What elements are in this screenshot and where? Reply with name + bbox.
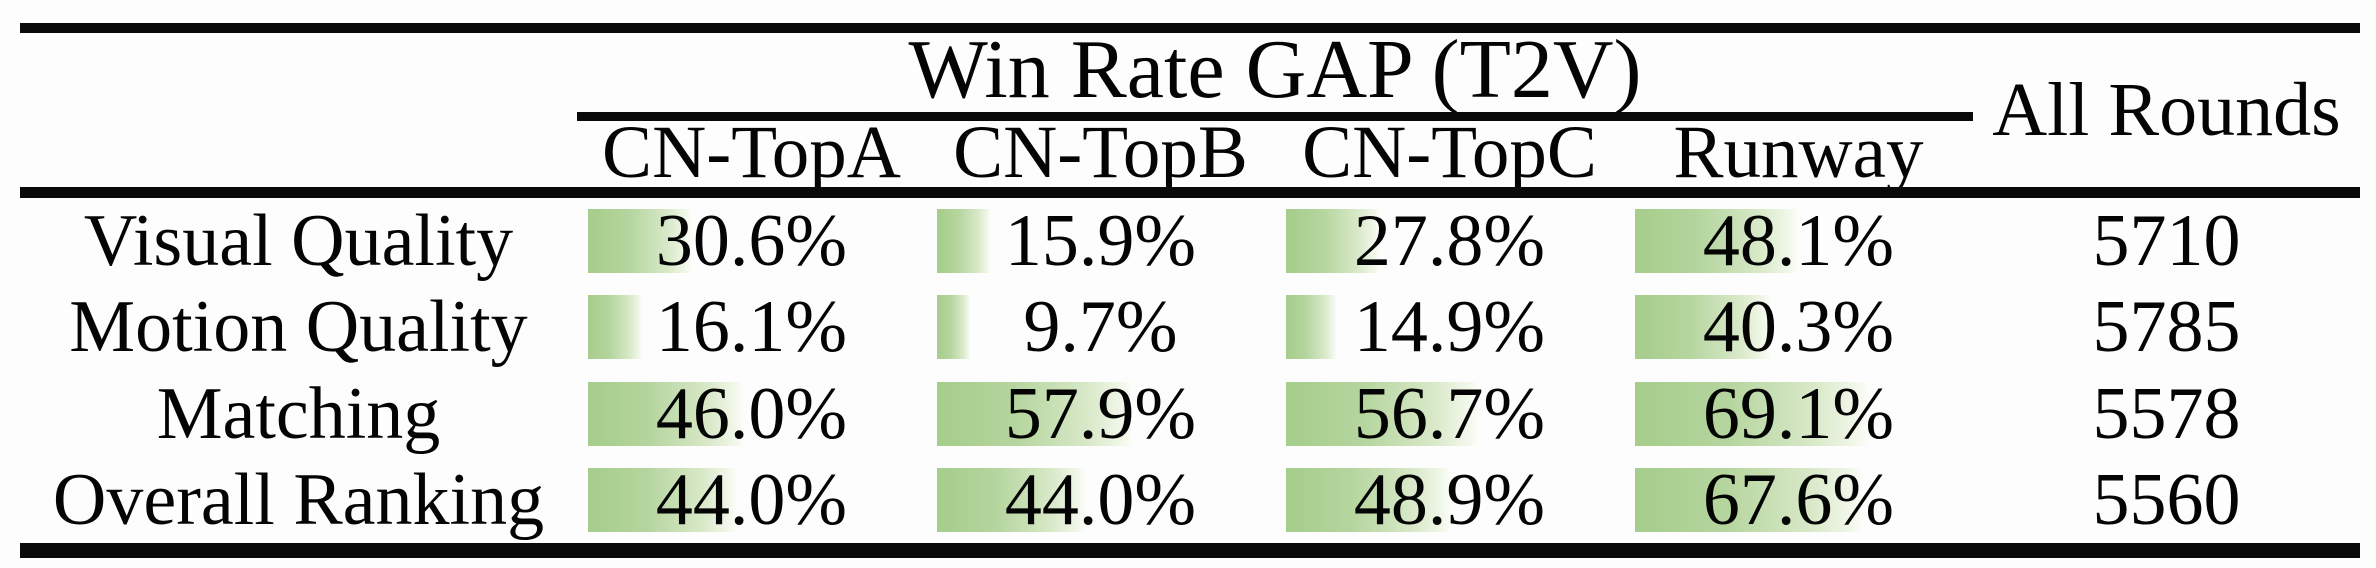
- data-cell: 14.9%: [1275, 284, 1624, 370]
- win-rate-bar: [937, 209, 991, 274]
- row-label: Visual Quality: [83, 200, 514, 283]
- header-separator-rule: [20, 187, 2360, 198]
- win-rate-bar: [1286, 209, 1380, 274]
- column-header-row: CN-TopA CN-TopB CN-TopC Runway: [577, 111, 1973, 194]
- data-cell: 56.7%: [1275, 371, 1624, 457]
- row-label: Overall Ranking: [52, 458, 545, 541]
- win-rate-value: 57.9%: [1004, 372, 1197, 455]
- win-rate-value: 15.9%: [1004, 200, 1197, 283]
- win-rate-bar: [1286, 381, 1477, 446]
- win-rate-bar: [588, 381, 743, 446]
- data-cell: 67.6%: [1624, 457, 1973, 543]
- win-rate-value: 40.3%: [1702, 286, 1895, 369]
- win-rate-bar: [1286, 467, 1451, 532]
- table-row-matching: Matching 46.0% 57.9% 56.7% 69.1% 5578: [20, 371, 2360, 457]
- win-rate-value: 16.1%: [655, 286, 848, 369]
- group-header-title: Win Rate GAP (T2V): [908, 23, 1642, 116]
- win-rate-value: 48.9%: [1353, 458, 1546, 541]
- win-rate-value: 30.6%: [655, 200, 848, 283]
- win-rate-value: 48.1%: [1702, 200, 1895, 283]
- data-cell: 30.6%: [577, 198, 926, 284]
- data-cell: 40.3%: [1624, 284, 1973, 370]
- all-rounds-value: 5578: [2092, 372, 2241, 455]
- win-rate-value: 67.6%: [1702, 458, 1895, 541]
- win-rate-bar: [588, 209, 691, 274]
- table-bottom-rule: [20, 543, 2360, 558]
- table-row-motion-quality: Motion Quality 16.1% 9.7% 14.9% 40.3% 57…: [20, 284, 2360, 370]
- data-cell: 15.9%: [926, 198, 1275, 284]
- all-rounds-column-header: All Rounds: [1992, 68, 2341, 152]
- group-header-underline-rule: [577, 112, 1973, 121]
- win-rate-value: 44.0%: [1004, 458, 1197, 541]
- data-cell: 48.1%: [1624, 198, 1973, 284]
- row-label: Matching: [156, 372, 441, 455]
- win-rate-bar: [1635, 467, 1863, 532]
- table-top-rule: [20, 23, 2360, 33]
- win-rate-bar: [937, 381, 1132, 446]
- table-row-overall-ranking: Overall Ranking 44.0% 44.0% 48.9% 67.6% …: [20, 457, 2360, 543]
- data-cell: 44.0%: [926, 457, 1275, 543]
- data-cell: 27.8%: [1275, 198, 1624, 284]
- win-rate-value: 46.0%: [655, 372, 848, 455]
- column-header-runway: Runway: [1673, 111, 1924, 194]
- all-rounds-value: 5560: [2092, 458, 2241, 541]
- win-rate-bar: [1286, 295, 1337, 360]
- win-rate-bar: [1635, 295, 1771, 360]
- win-rate-bar: [937, 467, 1085, 532]
- column-header-cn-topc: CN-TopC: [1302, 111, 1597, 194]
- win-rate-value: 14.9%: [1353, 286, 1546, 369]
- table-row-visual-quality: Visual Quality 30.6% 15.9% 27.8% 48.1% 5…: [20, 198, 2360, 284]
- win-rate-bar: [1635, 209, 1797, 274]
- data-cell: 48.9%: [1275, 457, 1624, 543]
- win-rate-bar: [1635, 381, 1868, 446]
- row-label: Motion Quality: [69, 286, 528, 369]
- data-cell: 44.0%: [577, 457, 926, 543]
- win-rate-value: 44.0%: [655, 458, 848, 541]
- data-cell: 57.9%: [926, 371, 1275, 457]
- win-rate-value: 27.8%: [1353, 200, 1546, 283]
- column-header-cn-topa: CN-TopA: [602, 111, 901, 194]
- data-cell: 69.1%: [1624, 371, 1973, 457]
- all-rounds-value: 5710: [2092, 200, 2241, 283]
- column-header-cn-topb: CN-TopB: [953, 111, 1248, 194]
- data-cell: 46.0%: [577, 371, 926, 457]
- data-cell: 16.1%: [577, 284, 926, 370]
- win-rate-bar: [588, 295, 643, 360]
- win-rate-bar: [588, 467, 736, 532]
- all-rounds-value: 5785: [2092, 286, 2241, 369]
- data-cell: 9.7%: [926, 284, 1275, 370]
- win-rate-value: 9.7%: [1023, 286, 1178, 369]
- table-body: Visual Quality 30.6% 15.9% 27.8% 48.1% 5…: [20, 198, 2360, 543]
- win-rate-bar: [937, 295, 970, 360]
- win-rate-value: 69.1%: [1702, 372, 1895, 455]
- win-rate-value: 56.7%: [1353, 372, 1546, 455]
